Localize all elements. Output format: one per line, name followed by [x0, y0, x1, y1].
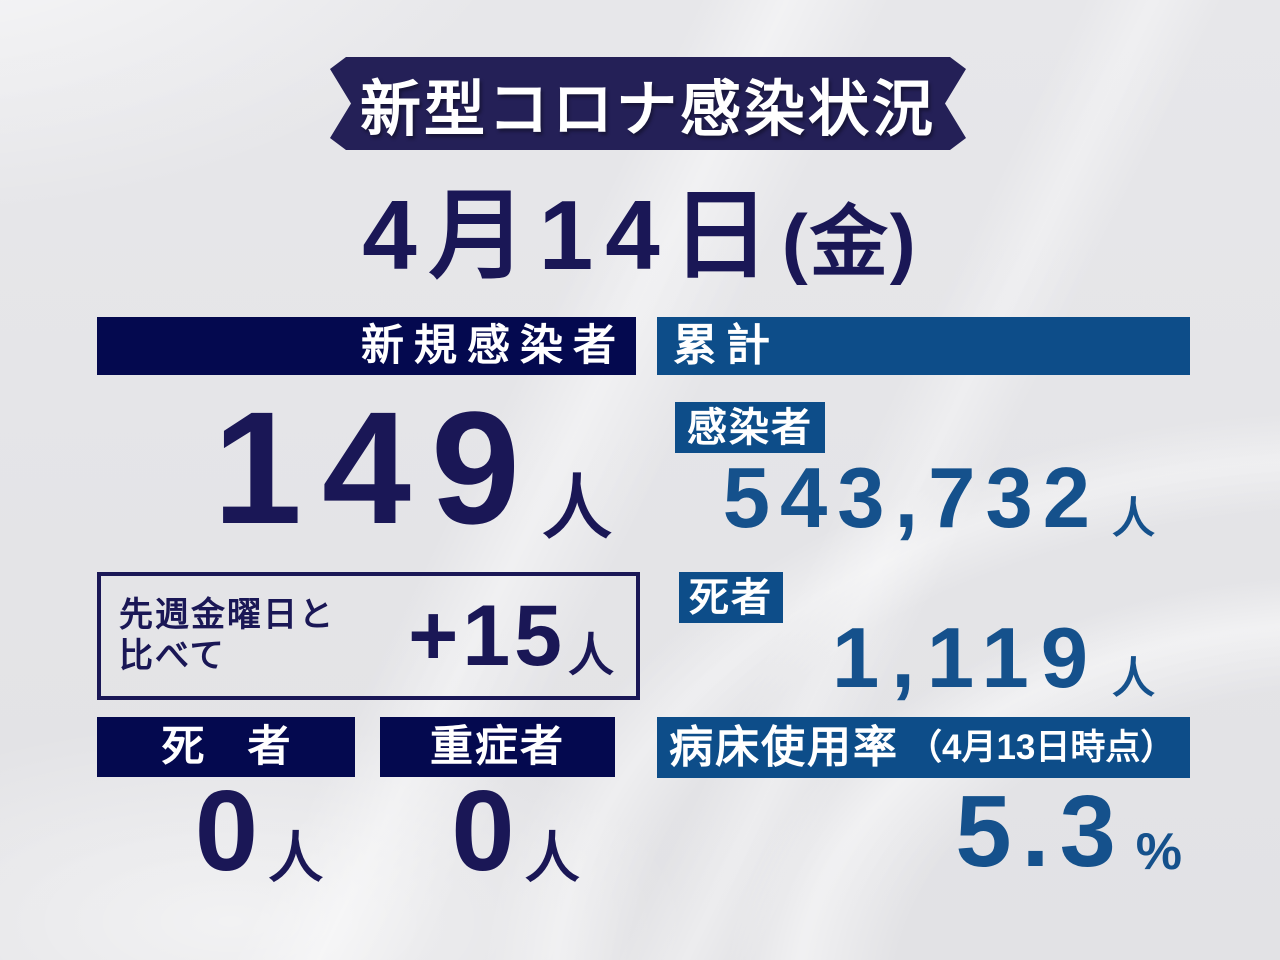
weekday-text: (金) [781, 198, 918, 286]
daily-deaths-header-bar: 死 者 [97, 717, 355, 777]
daily-deaths-number: 0 [194, 768, 265, 895]
severe-cases-header-label: 重症者 [430, 722, 565, 771]
cumulative-header-bar: 累計 [657, 317, 1190, 375]
daily-deaths-value: 0人 [97, 775, 355, 889]
comparison-label: 先週金曜日と 比べて [119, 595, 335, 677]
severe-cases-unit: 人 [524, 827, 580, 890]
bed-usage-value: 5.3% [655, 782, 1182, 883]
new-cases-header-bar: 新規感染者 [97, 317, 636, 375]
cumulative-deaths-number: 1,119 [831, 611, 1100, 706]
comparison-value: +15人 [408, 593, 614, 679]
cumulative-deaths-label: 死者 [689, 575, 773, 620]
new-cases-header-label: 新規感染者 [361, 321, 626, 370]
bed-usage-unit: % [1135, 822, 1182, 881]
cumulative-header-label: 累計 [673, 321, 779, 370]
bed-usage-header-label: 病床使用率 [669, 722, 899, 772]
cumulative-deaths-unit: 人 [1112, 654, 1155, 703]
comparison-number: +15 [408, 588, 566, 684]
comparison-label-line2: 比べて [119, 637, 226, 675]
title-text: 新型コロナ感染状況 [359, 75, 936, 143]
cumulative-deaths-tag: 死者 [679, 572, 783, 623]
cumulative-infected-unit: 人 [1112, 494, 1155, 543]
bed-usage-as-of: （4月13日時点） [907, 728, 1176, 767]
new-cases-unit: 人 [541, 469, 612, 548]
date-text: 4月14日 [362, 180, 782, 290]
bed-usage-header-bar: 病床使用率 （4月13日時点） [657, 717, 1190, 778]
new-cases-value: 149人 [97, 388, 640, 548]
severe-cases-header-bar: 重症者 [380, 717, 615, 777]
cumulative-infected-label: 感染者 [687, 405, 813, 450]
daily-deaths-unit: 人 [268, 827, 324, 890]
daily-deaths-header-label: 死 者 [161, 722, 291, 771]
title-banner: 新型コロナ感染状況 [330, 57, 966, 150]
cumulative-infected-number: 543,732 [722, 451, 1100, 546]
comparison-unit: 人 [568, 628, 614, 681]
weekly-comparison-box: 先週金曜日と 比べて +15人 [97, 572, 640, 700]
cumulative-deaths-value: 1,119 人 [655, 616, 1155, 701]
date-heading: 4月14日(金) [0, 186, 1280, 284]
severe-cases-value: 0人 [380, 775, 615, 889]
new-cases-number: 149 [213, 378, 540, 557]
bed-usage-number: 5.3 [955, 776, 1126, 888]
severe-cases-number: 0 [451, 768, 521, 895]
comparison-label-line1: 先週金曜日と [119, 596, 335, 635]
cumulative-infected-value: 543,732 人 [655, 456, 1155, 541]
cumulative-infected-tag: 感染者 [675, 402, 825, 453]
